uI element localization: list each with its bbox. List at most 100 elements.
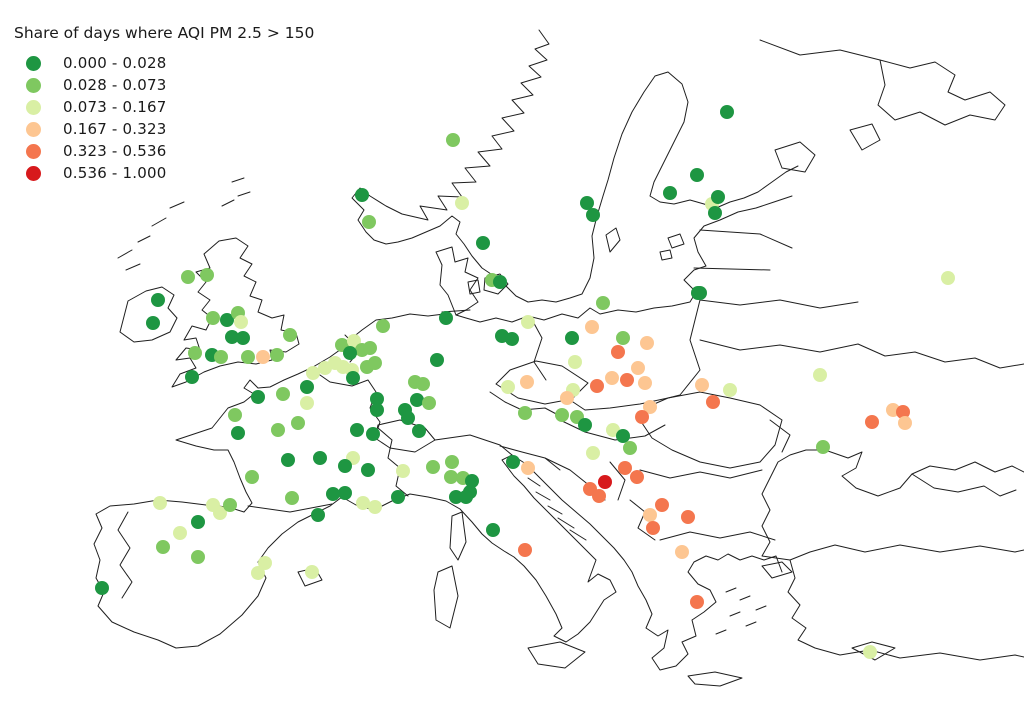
legend-item: 0.323 - 0.536	[12, 140, 314, 162]
data-point	[455, 196, 469, 210]
black-sea-north-coast	[769, 449, 1024, 497]
data-point	[618, 461, 632, 475]
data-point	[306, 366, 320, 380]
data-point	[258, 556, 272, 570]
legend-label: 0.536 - 1.000	[63, 164, 167, 182]
data-point	[585, 320, 599, 334]
danish-islands	[467, 273, 509, 295]
border-portugal-spain	[117, 511, 133, 599]
data-point	[338, 459, 352, 473]
data-point	[361, 463, 375, 477]
lake-ladoga	[774, 141, 816, 173]
data-point	[285, 491, 299, 505]
data-point	[231, 426, 245, 440]
data-point	[356, 496, 370, 510]
data-point	[638, 376, 652, 390]
data-point	[311, 508, 325, 522]
border-ukraine-russia	[699, 339, 1024, 369]
legend-swatch-icon	[26, 165, 41, 181]
legend-label: 0.323 - 0.536	[63, 142, 167, 160]
data-point	[865, 415, 879, 429]
data-point	[376, 319, 390, 333]
data-point	[643, 508, 657, 522]
sea-of-azov	[911, 473, 1017, 497]
data-point	[363, 341, 377, 355]
data-point	[410, 393, 424, 407]
border-slovenia-croatia	[499, 445, 561, 471]
data-point	[449, 490, 463, 504]
data-point	[708, 206, 722, 220]
legend-item: 0.536 - 1.000	[12, 162, 314, 184]
data-point	[646, 521, 660, 535]
data-point	[690, 168, 704, 182]
data-point	[518, 543, 532, 557]
legend-swatch-icon	[26, 143, 41, 159]
data-point	[631, 361, 645, 375]
border-bulgaria	[639, 469, 776, 541]
data-point	[605, 371, 619, 385]
data-point	[173, 526, 187, 540]
denmark-outline	[435, 246, 479, 316]
data-point	[236, 331, 250, 345]
data-point	[720, 105, 734, 119]
estonian-islands	[659, 233, 685, 261]
data-point	[151, 293, 165, 307]
data-point	[695, 378, 709, 392]
scandinavia-coast	[351, 29, 799, 303]
data-point	[445, 455, 459, 469]
data-point	[505, 332, 519, 346]
data-point	[305, 565, 319, 579]
data-point	[555, 408, 569, 422]
data-point	[270, 348, 284, 362]
data-point	[245, 470, 259, 484]
corsica-island	[449, 511, 467, 561]
data-point	[343, 346, 357, 360]
crete-island	[687, 671, 743, 687]
data-point	[580, 196, 594, 210]
data-point	[446, 133, 460, 147]
data-point	[156, 540, 170, 554]
data-point	[206, 311, 220, 325]
data-point	[362, 215, 376, 229]
data-point	[711, 190, 725, 204]
data-point	[598, 475, 612, 489]
data-point	[518, 406, 532, 420]
lake-onega	[849, 123, 881, 151]
turkey-south-coast	[787, 559, 1024, 661]
data-point	[214, 350, 228, 364]
data-point	[565, 331, 579, 345]
data-point	[412, 424, 426, 438]
data-point	[368, 356, 382, 370]
data-point	[326, 487, 340, 501]
legend-item: 0.028 - 0.073	[12, 74, 314, 96]
data-point	[234, 315, 248, 329]
border-baltics	[693, 229, 859, 309]
data-point	[813, 368, 827, 382]
data-point	[941, 271, 955, 285]
data-point	[370, 403, 384, 417]
data-point	[586, 446, 600, 460]
data-point	[723, 383, 737, 397]
data-point	[213, 506, 227, 520]
data-point	[706, 395, 720, 409]
data-point	[493, 275, 507, 289]
legend-label: 0.028 - 0.073	[63, 76, 167, 94]
data-point	[521, 315, 535, 329]
border-switzerland	[374, 419, 436, 453]
sea-of-marmara	[761, 561, 793, 579]
data-point	[241, 350, 255, 364]
data-point	[300, 380, 314, 394]
data-point	[578, 418, 592, 432]
data-point	[643, 400, 657, 414]
data-point	[370, 392, 384, 406]
legend-swatch-icon	[26, 55, 41, 71]
border-france-italy	[377, 427, 409, 497]
data-point	[191, 515, 205, 529]
data-point	[396, 464, 410, 478]
gotland-island	[605, 227, 621, 253]
data-point	[616, 429, 630, 443]
border-pyrenees	[247, 503, 333, 513]
data-point	[347, 334, 361, 348]
legend: Share of days where AQI PM 2.5 > 150 0.0…	[12, 24, 314, 184]
